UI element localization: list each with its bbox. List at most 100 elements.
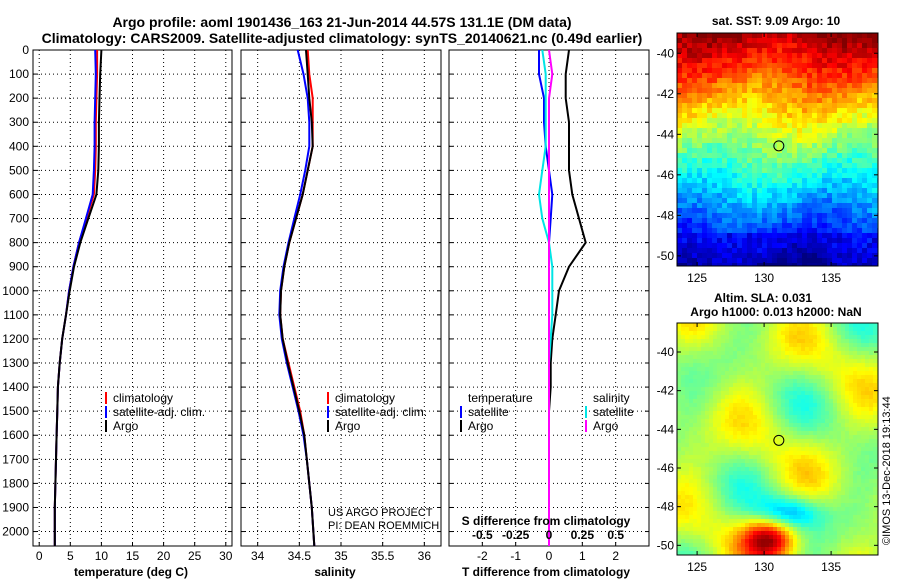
- map-cell: [697, 371, 701, 375]
- map-cell: [829, 479, 833, 483]
- map-cell: [809, 359, 813, 363]
- map-cell: [742, 83, 747, 88]
- map-cell: [872, 43, 877, 48]
- map-cell: [692, 258, 697, 263]
- map-cell: [817, 168, 822, 173]
- map-cell: [809, 403, 813, 407]
- map-cell: [773, 491, 777, 495]
- map-cell: [852, 198, 857, 203]
- map-cell: [707, 218, 712, 223]
- map-cell: [845, 487, 849, 491]
- map-cell: [722, 158, 727, 163]
- map-cell: [781, 367, 785, 371]
- map-cell: [689, 435, 693, 439]
- map-cell: [733, 367, 737, 371]
- map-cell: [757, 163, 762, 168]
- map-cell: [857, 98, 862, 103]
- map-cell: [847, 183, 852, 188]
- map-cell: [861, 419, 865, 423]
- map-cell: [767, 168, 772, 173]
- map-cell: [781, 479, 785, 483]
- temperature-lines: [53, 50, 103, 546]
- map-cell: [753, 427, 757, 431]
- map-cell: [692, 113, 697, 118]
- map-cell: [817, 467, 821, 471]
- map-cell: [697, 33, 702, 38]
- map-cell: [847, 243, 852, 248]
- map-cell: [801, 439, 805, 443]
- map-cell: [773, 331, 777, 335]
- map-cell: [737, 153, 742, 158]
- map-cell: [753, 507, 757, 511]
- map-cell: [717, 213, 722, 218]
- map-cell: [781, 323, 785, 327]
- map-cell: [853, 327, 857, 331]
- map-cell: [867, 243, 872, 248]
- map-cell: [757, 178, 762, 183]
- map-cell: [817, 523, 821, 527]
- map-cell: [873, 507, 877, 511]
- difference-series-argo-temperature: [548, 50, 587, 546]
- map-cell: [681, 363, 685, 367]
- map-cell: [861, 399, 865, 403]
- map-cell: [832, 248, 837, 253]
- map-cell: [801, 375, 805, 379]
- map-cell: [792, 58, 797, 63]
- map-cell: [821, 323, 825, 327]
- map-cell: [801, 391, 805, 395]
- map-cell: [812, 208, 817, 213]
- map-cell: [829, 339, 833, 343]
- map-cell: [757, 88, 762, 93]
- map-cell: [677, 443, 681, 447]
- map-cell: [813, 531, 817, 535]
- map-cell: [685, 435, 689, 439]
- map-cell: [692, 213, 697, 218]
- map-cell: [753, 531, 757, 535]
- map-cell: [782, 133, 787, 138]
- map-cell: [817, 188, 822, 193]
- map-cell: [837, 238, 842, 243]
- map-cell: [682, 138, 687, 143]
- map-cell: [813, 447, 817, 451]
- map-cell: [837, 511, 841, 515]
- map-cell: [812, 133, 817, 138]
- map-cell: [749, 343, 753, 347]
- map-cell: [817, 499, 821, 503]
- map-cell: [813, 423, 817, 427]
- map-cell: [737, 128, 742, 133]
- map-cell: [725, 483, 729, 487]
- map-cell: [717, 118, 722, 123]
- map-cell: [827, 173, 832, 178]
- map-cell: [717, 73, 722, 78]
- map-cell: [742, 143, 747, 148]
- map-cell: [707, 83, 712, 88]
- map-cell: [702, 118, 707, 123]
- map-cell: [782, 143, 787, 148]
- map-cell: [837, 123, 842, 128]
- map-cell: [737, 391, 741, 395]
- map-cell: [833, 487, 837, 491]
- map-cell: [769, 371, 773, 375]
- map-cell: [833, 431, 837, 435]
- map-cell: [867, 113, 872, 118]
- map-cell: [712, 223, 717, 228]
- map-cell: [742, 53, 747, 58]
- map-cell: [827, 38, 832, 43]
- map-cell: [701, 375, 705, 379]
- map-cell: [713, 471, 717, 475]
- map-cell: [733, 479, 737, 483]
- map-cell: [737, 367, 741, 371]
- map-cell: [753, 499, 757, 503]
- map-cell: [842, 53, 847, 58]
- map-cell: [773, 327, 777, 331]
- map-cell: [821, 375, 825, 379]
- map-cell: [773, 363, 777, 367]
- map-cell: [809, 531, 813, 535]
- map-cell: [685, 427, 689, 431]
- map-cell: [821, 391, 825, 395]
- map-cell: [782, 73, 787, 78]
- map-cell: [792, 68, 797, 73]
- map-cell: [793, 447, 797, 451]
- map-cell: [742, 193, 747, 198]
- map-cell: [849, 335, 853, 339]
